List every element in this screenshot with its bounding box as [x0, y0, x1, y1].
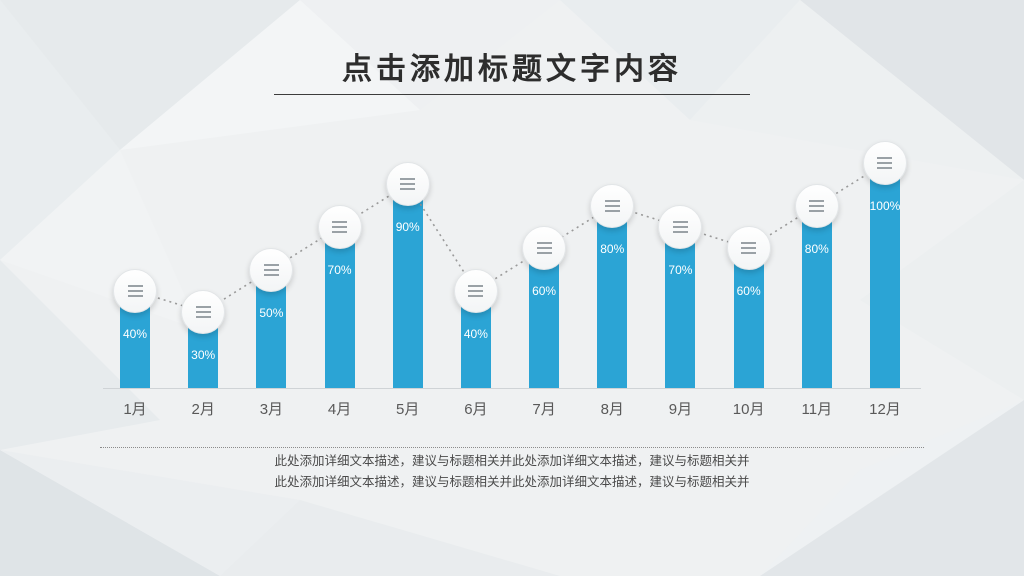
menu-icon — [809, 204, 825, 207]
bar-value-label: 90% — [395, 220, 420, 235]
bar — [529, 260, 560, 388]
bar-value-label: 40% — [463, 326, 488, 341]
bar-value-label: 80% — [804, 241, 829, 256]
description-line-2: 此处添加详细文本描述，建议与标题相关并此处添加详细文本描述，建议与标题相关并 — [274, 475, 750, 489]
bar-value-label: 50% — [259, 305, 284, 320]
category-label: 10月 — [732, 401, 765, 418]
marker-circle — [385, 162, 430, 207]
bar — [665, 238, 696, 388]
menu-icon — [332, 225, 348, 228]
bar — [120, 302, 150, 388]
marker-circle — [658, 204, 703, 249]
marker-circle — [726, 226, 771, 271]
marker-circle — [522, 226, 567, 271]
menu-icon — [877, 162, 893, 164]
marker-circle — [590, 183, 635, 228]
category-label: 6月 — [464, 401, 488, 418]
bar-value-label: 100% — [869, 199, 901, 213]
menu-icon — [400, 183, 416, 186]
category-label: 11月 — [801, 401, 833, 418]
bar — [733, 260, 764, 388]
title-underline — [274, 94, 750, 95]
menu-icon — [195, 311, 211, 314]
category-label: 3月 — [259, 401, 284, 418]
menu-icon — [672, 225, 688, 228]
category-label: 1月 — [123, 401, 147, 418]
category-label: 8月 — [600, 401, 624, 418]
category-label: 12月 — [869, 401, 901, 418]
menu-icon — [263, 268, 279, 271]
category-label: 4月 — [327, 401, 352, 418]
dotted-divider — [100, 447, 924, 448]
bar — [256, 281, 287, 388]
bar — [324, 238, 355, 388]
menu-icon — [127, 289, 143, 292]
category-label: 5月 — [396, 401, 420, 418]
marker-circle — [453, 268, 498, 313]
bar-value-label: 60% — [532, 284, 557, 299]
bar-value-label: 80% — [600, 241, 625, 256]
category-label: 9月 — [668, 401, 693, 418]
category-label: 2月 — [191, 401, 215, 418]
menu-icon — [536, 247, 552, 250]
menu-icon — [741, 247, 757, 250]
bar-value-label: 70% — [668, 262, 693, 277]
category-label: 7月 — [532, 401, 556, 418]
menu-icon — [468, 289, 484, 292]
marker-circle — [794, 183, 839, 228]
description-line-1: 此处添加详细文本描述，建议与标题相关并此处添加详细文本描述，建议与标题相关并 — [274, 454, 750, 468]
description-text: 此处添加详细文本描述，建议与标题相关并此处添加详细文本描述，建议与标题相关并 此… — [0, 451, 1024, 493]
marker-circle — [181, 290, 226, 335]
menu-icon — [604, 204, 620, 207]
chart-baseline — [103, 388, 921, 389]
marker-circle — [317, 204, 362, 249]
bar-value-label: 30% — [191, 348, 216, 363]
bar — [460, 302, 491, 388]
marker-circle — [249, 247, 294, 292]
marker-circle — [113, 268, 157, 313]
bar-value-label: 60% — [736, 284, 761, 299]
bar-value-label: 70% — [327, 262, 352, 277]
marker-circle — [862, 141, 907, 185]
slide-title: 点击添加标题文字内容 — [342, 53, 682, 86]
bar — [188, 324, 219, 388]
bar-value-label: 40% — [122, 326, 148, 341]
